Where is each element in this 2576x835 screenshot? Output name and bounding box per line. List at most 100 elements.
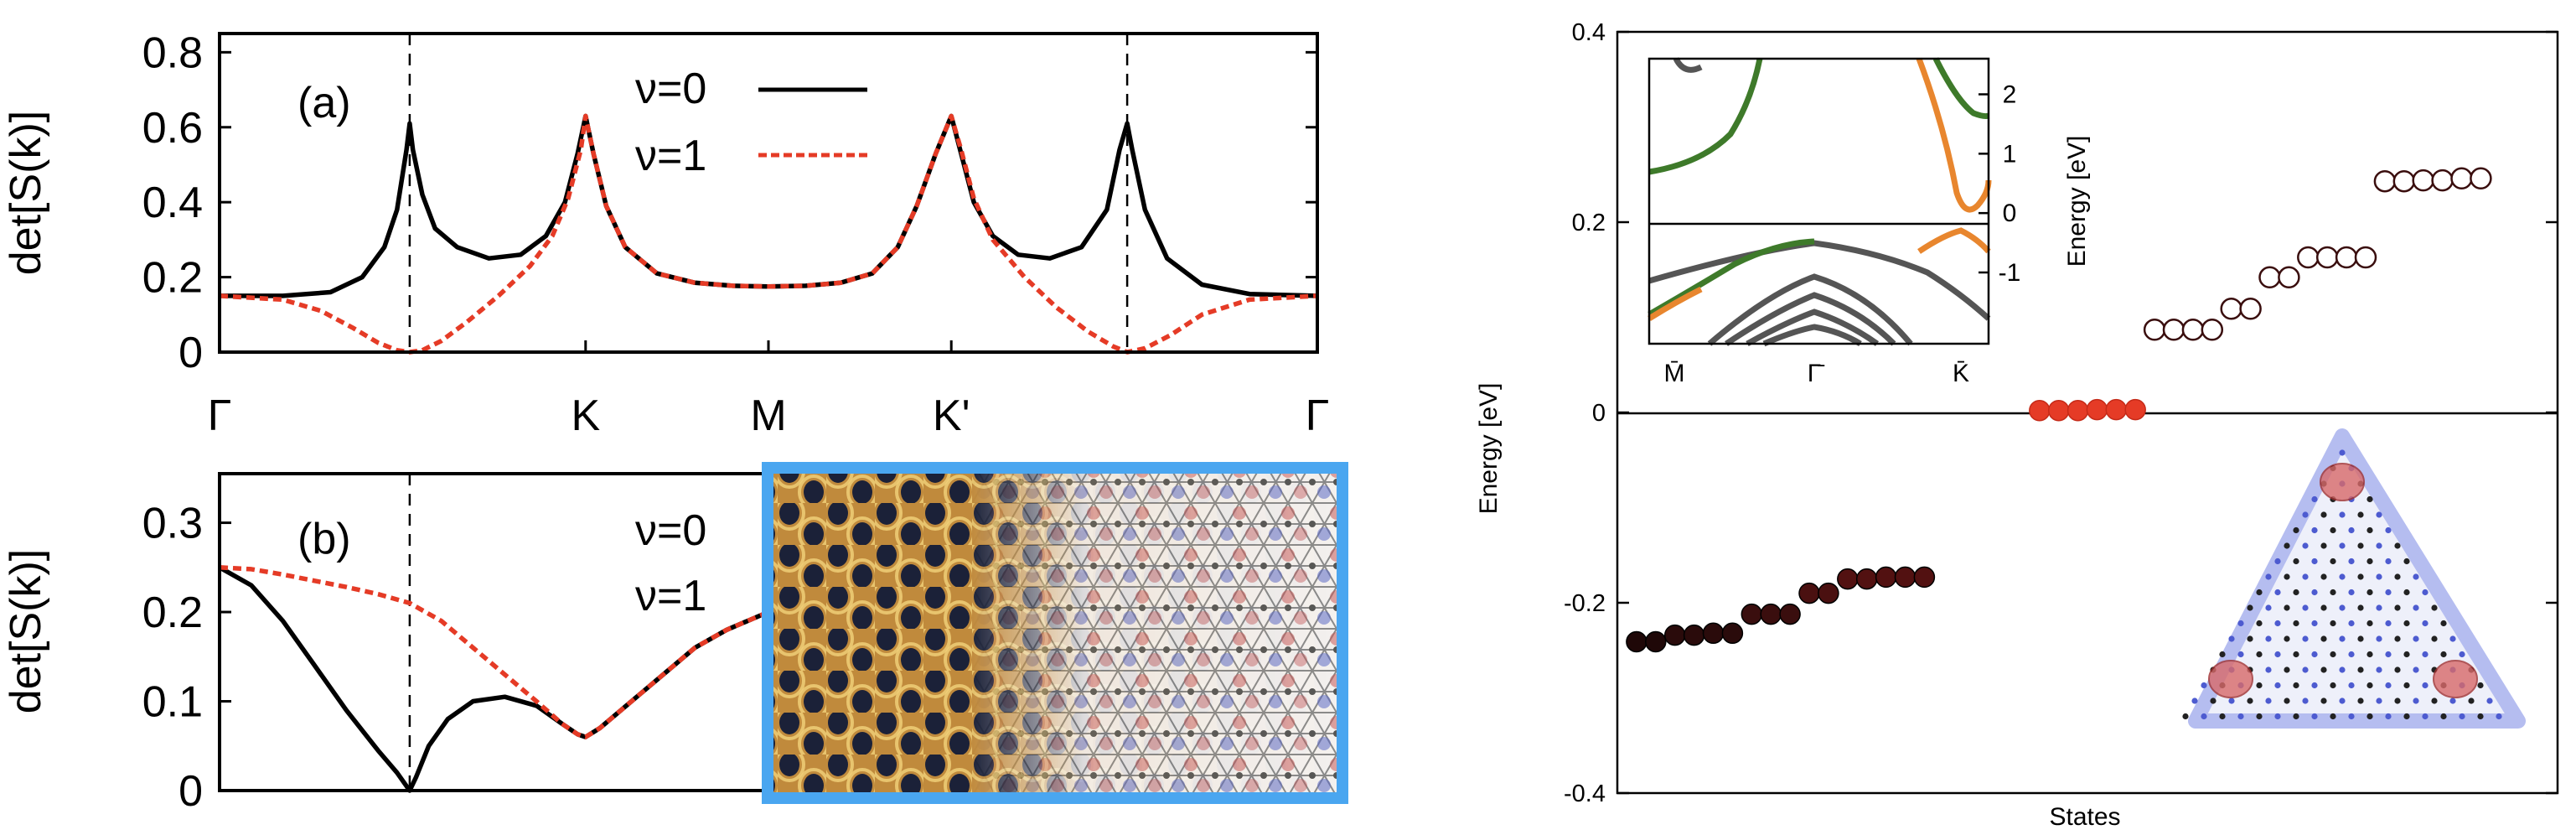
flake-atom xyxy=(2394,573,2401,580)
energy-level-zero-energy xyxy=(2029,399,2051,422)
flake-atom xyxy=(2265,604,2272,611)
ytick-label: 0.2 xyxy=(142,589,203,637)
flake-atom xyxy=(2284,635,2290,642)
flake-atom xyxy=(2302,573,2309,580)
panel-b-curves xyxy=(218,565,770,793)
flake-atom xyxy=(2385,651,2392,658)
energy-level-unoccupied xyxy=(2431,169,2454,192)
flake-atom xyxy=(2191,698,2198,704)
flake-atom xyxy=(2348,558,2355,565)
energy-level-occupied xyxy=(1855,568,1878,590)
flake-atom xyxy=(2422,651,2429,658)
panel-b-legend-nu0: ν=0 xyxy=(635,506,706,555)
energy-level-occupied xyxy=(1779,603,1801,625)
ytick-label: 0 xyxy=(178,767,203,816)
flake-atom xyxy=(2348,620,2355,627)
energy-level-unoccupied xyxy=(2315,246,2339,269)
flake-atom xyxy=(2376,511,2382,518)
flake-atom xyxy=(2237,620,2244,627)
flake-atom xyxy=(2311,558,2318,565)
flake-atom xyxy=(2357,511,2364,518)
inset-frame xyxy=(1648,57,1990,345)
energy-level-occupied xyxy=(1798,582,1820,604)
flake-atom xyxy=(2311,713,2318,720)
flake-atom xyxy=(2284,604,2290,611)
flake-atom xyxy=(2265,635,2272,642)
inset-yticks: -1 0 1 2 xyxy=(1979,81,2020,287)
energy-level-unoccupied xyxy=(2373,169,2397,193)
panel-b-label: (b) xyxy=(297,515,351,563)
flake-atom xyxy=(2228,698,2235,704)
k-label-2: M xyxy=(750,392,786,440)
energy-level-unoccupied xyxy=(2354,246,2377,269)
flake-atom xyxy=(2413,604,2419,611)
flake-atom xyxy=(2274,682,2281,689)
flake-atom xyxy=(2302,542,2309,549)
energy-levels xyxy=(1626,167,2492,653)
flake-atom xyxy=(2339,698,2346,704)
flake-atom xyxy=(2496,713,2502,720)
lattice-image xyxy=(762,462,1348,804)
flake-atom xyxy=(2293,682,2299,689)
flake-atom xyxy=(2274,589,2281,596)
flake-atom xyxy=(2403,589,2410,596)
flake-atom xyxy=(2237,713,2244,720)
flake-atom xyxy=(2348,682,2355,689)
flake-atom xyxy=(2339,666,2346,673)
flake-atom xyxy=(2302,604,2309,611)
inset-ytick-label: 2 xyxy=(2003,81,2017,109)
energy-level-unoccupied xyxy=(2297,246,2320,269)
energy-level-unoccupied xyxy=(2239,298,2262,320)
ytick-label: 0 xyxy=(1592,400,1606,427)
series-line-nu1 xyxy=(219,565,770,739)
flake-atom xyxy=(2385,558,2392,565)
flake-atom xyxy=(2431,635,2438,642)
ytick-label: -0.2 xyxy=(1564,590,1606,617)
flake-atom xyxy=(2311,651,2318,658)
ytick-label: 0.4 xyxy=(1572,19,1606,46)
panel-a-legend-nu0: ν=0 xyxy=(635,65,706,113)
flake-atom xyxy=(2348,713,2355,720)
flake-atom xyxy=(2320,698,2327,704)
flake-atom xyxy=(2440,620,2447,627)
flake-atom xyxy=(2376,573,2382,580)
triangular-flake-image xyxy=(2182,428,2526,729)
ytick-label: 0.1 xyxy=(142,678,203,727)
series-line-nu0 xyxy=(218,565,770,793)
energy-level-occupied xyxy=(1894,566,1916,589)
flake-atom xyxy=(2274,558,2281,565)
flake-atom xyxy=(2330,558,2336,565)
flake-atom xyxy=(2302,511,2309,518)
flake-atom xyxy=(2265,698,2272,704)
ytick-label: 0.4 xyxy=(142,179,203,227)
flake-atom xyxy=(2431,698,2438,704)
inset-green-band-right xyxy=(1932,57,1990,120)
flake-atom xyxy=(2247,698,2253,704)
flake-atom xyxy=(2413,635,2419,642)
flake-atom xyxy=(2477,682,2484,689)
flake-atom xyxy=(2256,651,2263,658)
flake-atom xyxy=(2320,635,2327,642)
energy-level-zero-energy xyxy=(2124,398,2146,421)
flake-atom xyxy=(2330,682,2336,689)
ytick-label: 0.2 xyxy=(1572,210,1606,236)
flake-atom xyxy=(2357,573,2364,580)
flake-atom xyxy=(2182,713,2189,720)
flake-atom xyxy=(2459,713,2465,720)
flake-atom xyxy=(2274,713,2281,720)
flake-atom xyxy=(2431,604,2438,611)
energy-level-unoccupied xyxy=(2201,319,2224,341)
flake-atom xyxy=(2403,682,2410,689)
flake-atom xyxy=(2367,495,2373,503)
panel-a-ylabel: det[S(k)] xyxy=(2,111,50,276)
flake-atom xyxy=(2302,666,2309,673)
energy-level-unoccupied xyxy=(2258,266,2281,289)
ytick-label: -0.4 xyxy=(1564,781,1606,807)
flake-atom xyxy=(2339,635,2346,642)
energy-level-unoccupied xyxy=(2143,319,2166,341)
flake-atom xyxy=(2293,620,2299,627)
flake-atom xyxy=(2311,589,2318,596)
k-path-labels: Γ K M K' Γ xyxy=(208,340,1329,440)
flake-corner-state-top xyxy=(2320,463,2365,501)
